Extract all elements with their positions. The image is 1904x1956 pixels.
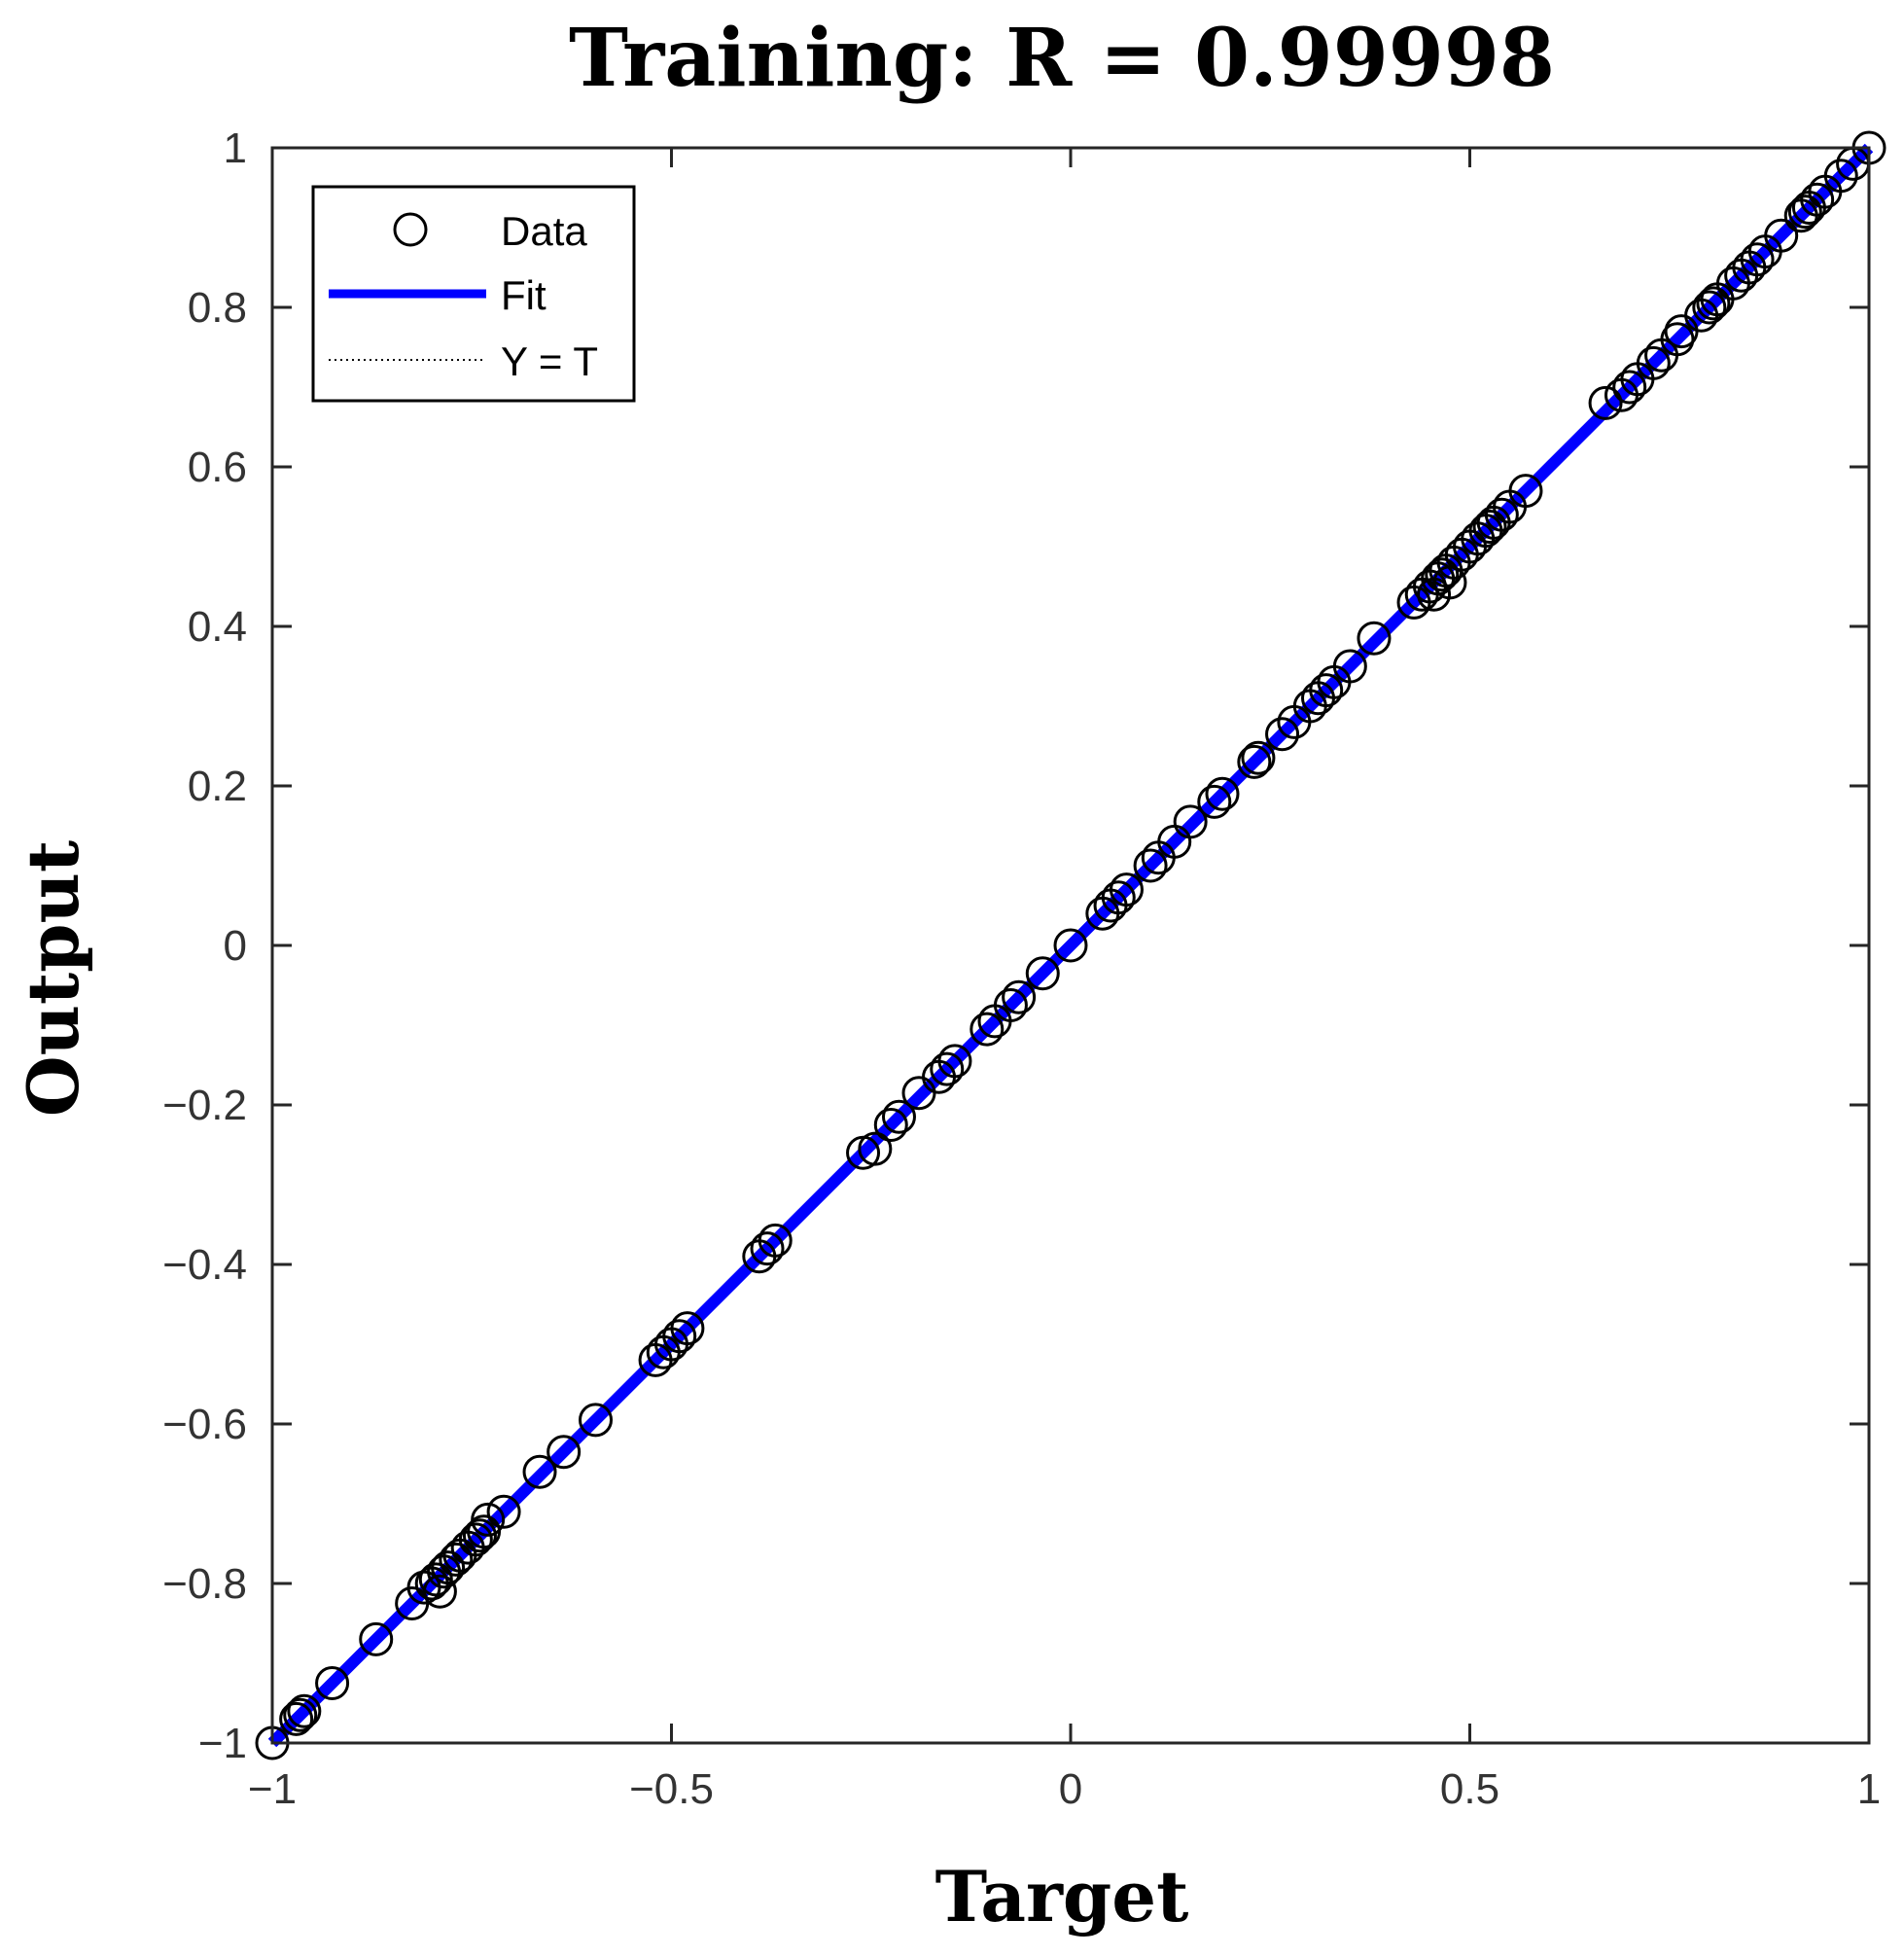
x-tick-label: −1 (248, 1765, 297, 1813)
y-tick-label: −0.8 (162, 1560, 247, 1608)
data-point (1696, 286, 1731, 321)
y-tick-label: −0.4 (162, 1241, 247, 1289)
data-point (283, 1697, 318, 1732)
data-point (439, 1542, 474, 1577)
data-point (1432, 565, 1467, 600)
data-point (1309, 673, 1344, 708)
data-point (1173, 804, 1208, 839)
data-point (1787, 195, 1822, 230)
y-tick-label: 0.2 (188, 763, 247, 810)
y-tick-label: 0.8 (188, 284, 247, 332)
data-point (1764, 218, 1799, 253)
data-point (1800, 182, 1835, 217)
data-point (1588, 385, 1623, 420)
x-tick-label: −0.5 (629, 1765, 714, 1813)
data-points (255, 130, 1886, 1760)
data-point (422, 1574, 457, 1609)
data-point (458, 1522, 493, 1557)
data-point (1265, 717, 1300, 752)
y-tick-label: 0.6 (188, 444, 247, 491)
data-point (486, 1494, 521, 1529)
y-tick-label: −0.6 (162, 1401, 247, 1448)
y-tick-label: 0 (224, 922, 247, 970)
data-point (1002, 979, 1037, 1014)
data-point (1740, 242, 1775, 277)
data-point (1053, 928, 1088, 963)
data-point (758, 1223, 793, 1258)
data-point (1237, 744, 1272, 779)
data-point (1205, 776, 1240, 811)
data-point (1357, 621, 1392, 656)
legend: Data Fit Y = T (311, 185, 636, 403)
data-point (1484, 497, 1519, 532)
data-point (993, 988, 1028, 1022)
y-tick-label: 1 (224, 124, 247, 172)
data-point (522, 1454, 557, 1489)
data-point (1612, 370, 1647, 405)
data-point (359, 1621, 394, 1656)
data-point (858, 1131, 893, 1166)
data-point (750, 1231, 785, 1266)
data-point (930, 1051, 965, 1086)
legend-data-marker (393, 212, 428, 247)
data-point (970, 1012, 1005, 1047)
data-point (462, 1518, 497, 1553)
x-tick-label: 0.5 (1440, 1765, 1499, 1813)
data-point (1133, 848, 1168, 883)
data-point (315, 1666, 350, 1700)
legend-identity-label: Y = T (501, 338, 598, 384)
plot-frame (270, 146, 1871, 1745)
y-tick-label: −1 (198, 1720, 247, 1767)
data-point (1660, 322, 1695, 357)
y-tick-label: 0.4 (188, 603, 247, 651)
data-point (1508, 474, 1543, 509)
data-point (662, 1319, 697, 1354)
data-point (287, 1693, 322, 1728)
data-point (1692, 290, 1727, 325)
data-point (873, 1108, 908, 1142)
fit-line (267, 143, 1874, 1748)
data-point (881, 1099, 916, 1134)
x-axis-label: Target (935, 1855, 1189, 1938)
x-tick-label: 0 (1059, 1765, 1082, 1813)
data-point (471, 1502, 506, 1537)
data-point (1823, 159, 1858, 194)
legend-fit-label: Fit (501, 272, 547, 318)
data-point (1241, 740, 1276, 775)
data-point (1332, 649, 1367, 684)
legend-data-label: Data (501, 208, 587, 254)
data-point (1109, 872, 1144, 907)
y-axis-label: Output (12, 840, 94, 1117)
data-point (1025, 956, 1060, 991)
data-point (1636, 345, 1671, 380)
data-point (431, 1550, 466, 1585)
data-point (279, 1701, 314, 1736)
data-point (579, 1403, 614, 1438)
data-point (1425, 557, 1460, 592)
data-point (1197, 784, 1232, 819)
x-tick-label: 1 (1857, 1765, 1881, 1813)
data-point (1101, 880, 1136, 915)
data-point (1472, 510, 1507, 544)
data-point (670, 1311, 705, 1346)
y-tick-label: −0.2 (162, 1082, 247, 1129)
data-point (937, 1044, 972, 1079)
data-point (547, 1435, 582, 1470)
chart-title: Training: R = 0.99998 (569, 12, 1555, 105)
tick-labels: −1 −0.5 0 0.5 1 −1 −0.8 −0.6 −0.4 −0.2 0 0.2 0.4 0.6 0… (162, 124, 1881, 1813)
